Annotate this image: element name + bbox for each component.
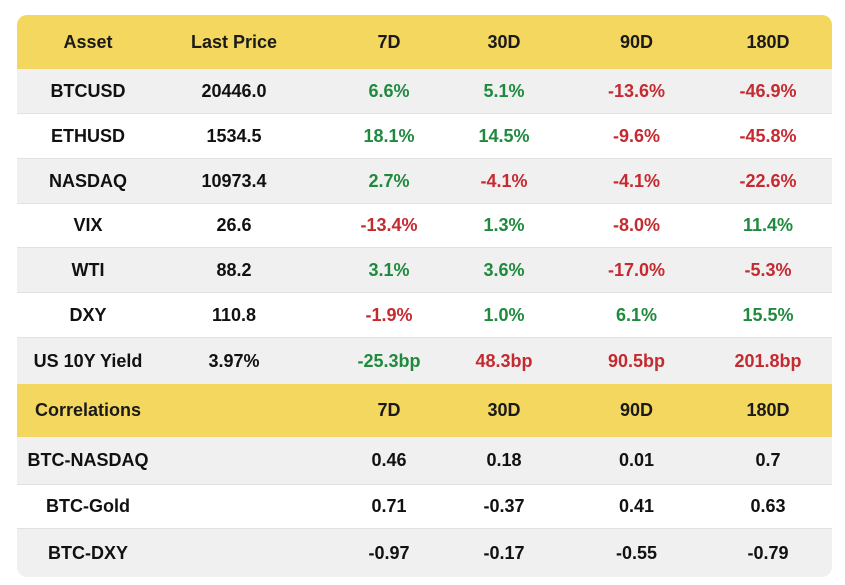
change-30d: 5.1% (483, 80, 525, 101)
change-30d: 3.6% (483, 259, 525, 280)
corr-30d: -0.37 (483, 496, 525, 516)
table-row: US 10Y Yield 3.97% -25.3bp 48.3bp 90.5bp… (17, 338, 832, 384)
change-30d: -4.1% (480, 170, 528, 191)
change-7d: -13.4% (360, 215, 418, 235)
header-30d: 30D (487, 31, 521, 52)
corr-180d: 0.7 (755, 450, 781, 470)
table-row: BTC-DXY -0.97 -0.17 -0.55 -0.79 (17, 529, 832, 577)
corr-30d: -0.17 (483, 542, 525, 563)
correlations-header-row: Correlations 7D 30D 90D 180D (17, 384, 832, 437)
table-row: BTCUSD 20446.0 6.6% 5.1% -13.6% -46.9% (17, 69, 832, 114)
table-row: DXY 110.8 -1.9% 1.0% 6.1% 15.5% (17, 293, 832, 338)
change-7d: 3.1% (368, 259, 410, 280)
change-180d: 11.4% (742, 215, 794, 235)
change-180d: -22.6% (739, 170, 797, 191)
corr-7d: 0.71 (371, 496, 407, 516)
table-row: ETHUSD 1534.5 18.1% 14.5% -9.6% -45.8% (17, 114, 832, 159)
change-7d: 2.7% (368, 170, 410, 191)
change-30d: 1.0% (483, 304, 525, 325)
corr-7d: -0.97 (368, 542, 410, 563)
change-180d: -45.8% (739, 125, 797, 146)
header-7d: 7D (377, 400, 401, 420)
table-row: VIX 26.6 -13.4% 1.3% -8.0% 11.4% (17, 204, 832, 248)
header-90d: 90D (619, 400, 654, 420)
change-30d: 14.5% (478, 125, 530, 146)
table-row: BTC-NASDAQ 0.46 0.18 0.01 0.7 (17, 437, 832, 485)
change-180d: -46.9% (739, 80, 797, 101)
asset-name: ETHUSD (50, 125, 125, 146)
last-price: 3.97% (208, 350, 260, 371)
pair-name: BTC-NASDAQ (27, 450, 149, 470)
pair-name: BTC-Gold (46, 496, 130, 516)
corr-180d: 0.63 (750, 496, 786, 516)
change-180d: 15.5% (742, 304, 794, 325)
change-180d: -5.3% (744, 259, 792, 280)
change-90d: -4.1% (612, 170, 661, 191)
asset-name: DXY (69, 304, 107, 325)
corr-30d: 0.18 (486, 450, 522, 470)
asset-name: US 10Y Yield (33, 350, 143, 371)
table-row: BTC-Gold 0.71 -0.37 0.41 0.63 (17, 485, 832, 529)
last-price: 20446.0 (201, 80, 267, 101)
asset-name: VIX (73, 215, 103, 235)
asset-name: BTCUSD (50, 80, 126, 101)
change-30d: 48.3bp (475, 350, 533, 371)
last-price: 26.6 (216, 215, 252, 235)
corr-7d: 0.46 (371, 450, 407, 470)
asset-name: NASDAQ (48, 170, 127, 191)
corr-90d: -0.55 (615, 542, 658, 563)
market-performance-table: Asset Last Price 7D 30D 90D 180D BTCUSD … (17, 15, 832, 577)
pair-name: BTC-DXY (48, 542, 128, 563)
change-7d: 18.1% (363, 125, 415, 146)
header-30d: 30D (487, 400, 521, 420)
last-price: 10973.4 (201, 170, 267, 191)
change-30d: 1.3% (483, 215, 525, 235)
asset-name: WTI (71, 259, 105, 280)
change-90d: -13.6% (607, 80, 666, 101)
header-last-price: Last Price (190, 31, 278, 52)
change-90d: -17.0% (607, 259, 666, 280)
table-row: NASDAQ 10973.4 2.7% -4.1% -4.1% -22.6% (17, 159, 832, 204)
header-7d: 7D (377, 31, 401, 52)
change-7d: 6.6% (368, 80, 410, 101)
header-90d: 90D (619, 31, 654, 52)
table-row: WTI 88.2 3.1% 3.6% -17.0% -5.3% (17, 248, 832, 293)
last-price: 110.8 (211, 304, 257, 325)
change-90d: -8.0% (612, 215, 661, 235)
change-90d: 90.5bp (607, 350, 666, 371)
header-correlations: Correlations (34, 400, 142, 420)
header-asset: Asset (63, 31, 113, 52)
corr-180d: -0.79 (747, 542, 789, 563)
change-7d: -25.3bp (357, 350, 421, 371)
header-180d: 180D (746, 400, 790, 420)
last-price: 88.2 (216, 259, 252, 280)
change-90d: -9.6% (612, 125, 661, 146)
change-7d: -1.9% (365, 304, 413, 325)
corr-90d: 0.41 (618, 496, 655, 516)
change-180d: 201.8bp (734, 350, 802, 371)
change-90d: 6.1% (615, 304, 658, 325)
corr-90d: 0.01 (618, 450, 655, 470)
market-header-row: Asset Last Price 7D 30D 90D 180D (17, 15, 832, 69)
last-price: 1534.5 (206, 125, 262, 146)
header-180d: 180D (746, 31, 790, 52)
